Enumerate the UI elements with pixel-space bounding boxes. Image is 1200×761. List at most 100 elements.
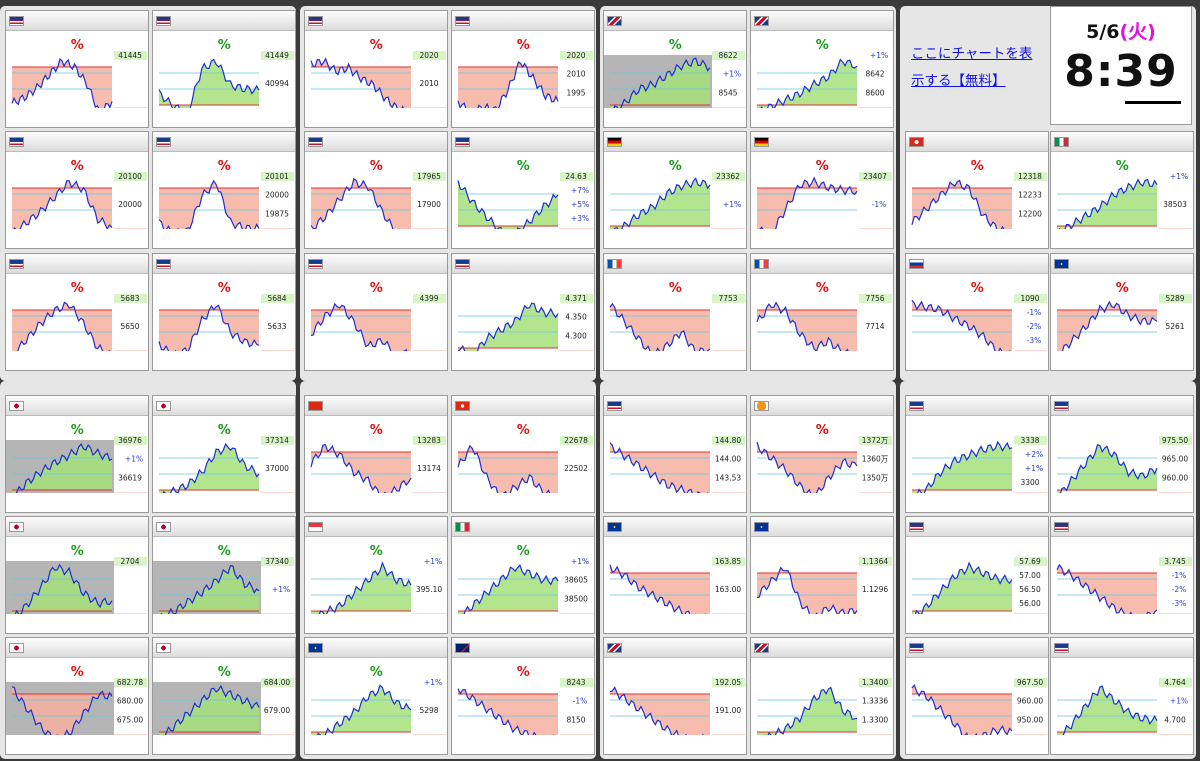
card-header[interactable] [305, 517, 447, 537]
card-header[interactable] [6, 132, 148, 152]
card-header[interactable] [751, 517, 893, 537]
card-header[interactable] [153, 132, 295, 152]
card-header[interactable] [305, 132, 447, 152]
card-header[interactable] [604, 132, 746, 152]
card-header[interactable] [604, 517, 746, 537]
card-header[interactable] [452, 517, 594, 537]
market-card[interactable]: 日経先物ラージ37340+1%36920% [152, 516, 296, 634]
card-header[interactable] [751, 396, 893, 416]
market-card[interactable]: S&P 500 CFD568456335600% [152, 253, 296, 371]
mini-chart[interactable]: 3.745-1%-2%-3%3.531 [1051, 537, 1193, 632]
market-card[interactable]: ロシアRTS指数1090-1%-2%-3%1050% [905, 253, 1049, 371]
card-header[interactable] [1051, 254, 1193, 274]
price-value [305, 229, 447, 248]
card-header[interactable] [1051, 396, 1193, 416]
market-card[interactable]: Standard&Poor's500568356505634% [5, 253, 149, 371]
free-chart-link[interactable]: ここにチャートを表示する【無料】 [911, 46, 1033, 89]
market-card[interactable]: sg30 CFD+1%395.10390.78% [304, 516, 448, 634]
change-area [159, 305, 259, 359]
card-header[interactable] [906, 517, 1048, 537]
card-header[interactable] [751, 11, 893, 31]
card-header[interactable] [153, 638, 295, 658]
market-card[interactable]: FTSE1008622+1%85458500% [603, 10, 747, 128]
market-card[interactable]: FTSE 100 CFD+1%864286008588% [750, 10, 894, 128]
market-card[interactable]: DERIVED N225373143700036892% [152, 395, 296, 513]
card-header[interactable] [604, 396, 746, 416]
market-card[interactable]: CAC 40 CFD77567714-1%% [750, 253, 894, 371]
market-card[interactable]: 24.63+7%+5%+3%22.81% [451, 131, 595, 249]
card-header[interactable] [604, 11, 746, 31]
card-header[interactable] [604, 638, 746, 658]
card-header[interactable] [751, 638, 893, 658]
card-header[interactable] [1051, 638, 1193, 658]
card-header[interactable] [906, 254, 1048, 274]
axis-label-bg [261, 322, 294, 331]
card-header[interactable] [452, 396, 594, 416]
market-card[interactable]: Weekend Dow4144940994-1%% [152, 10, 296, 128]
market-card[interactable]: ASX2008243-1%81508134% [451, 637, 595, 755]
market-card[interactable]: ニューヨークダウ4144541078% [5, 10, 149, 128]
card-header[interactable] [906, 638, 1048, 658]
market-card[interactable]: フィラデルフィア半導体指数43994351% [304, 253, 448, 371]
market-card[interactable]: Russell 2000 Index202020102000% [304, 10, 448, 128]
market-card[interactable]: 日経225平均36976+1%3661936500% [5, 395, 149, 513]
market-card[interactable]: CAC4077537713% [603, 253, 747, 371]
market-card[interactable]: ハンセン指数CFD2267822502-1%% [451, 395, 595, 513]
card-header[interactable] [153, 11, 295, 31]
card-header[interactable] [751, 254, 893, 274]
card-header[interactable] [6, 517, 148, 537]
card-header[interactable] [452, 638, 594, 658]
market-card[interactable]: FTSE MIB CFD+1%386053850038169% [451, 516, 595, 634]
market-card[interactable]: Europe 50 CFD+1%52985255% [304, 637, 448, 755]
market-card[interactable]: 10-Year Treasury Yield4.3714.3504.3004.2… [451, 253, 595, 371]
market-card[interactable]: TOPIX27042678% [5, 516, 149, 634]
mini-chart[interactable]: SMI123181223312200-1% [906, 152, 1048, 247]
card-header[interactable] [452, 254, 594, 274]
market-card[interactable]: ユーロ5052895261-1%% [1050, 253, 1194, 371]
market-card[interactable]: GBP/BTC/JPY1372万1360万1350万1344万% [750, 395, 894, 513]
ru-flag-icon [909, 258, 924, 269]
market-card[interactable]: ゴールドスポット3338+2%+1%33003241 [905, 395, 1049, 513]
card-header[interactable] [153, 517, 295, 537]
uk-flag-icon [607, 642, 622, 653]
card-header[interactable] [1051, 517, 1193, 537]
card-header[interactable] [604, 254, 746, 274]
market-card[interactable]: NASDAQ 100 CFD20101200001987519800% [152, 131, 296, 249]
market-card[interactable]: ナスダック100指数201002000019899% [5, 131, 149, 249]
card-header[interactable] [305, 638, 447, 658]
card-header[interactable] [6, 638, 148, 658]
card-header[interactable] [153, 396, 295, 416]
card-header[interactable] [6, 254, 148, 274]
card-header[interactable] [305, 254, 447, 274]
market-card[interactable]: DAX23362+1%23070% [603, 131, 747, 249]
card-header[interactable] [6, 396, 148, 416]
card-header[interactable] [906, 132, 1048, 152]
card-header[interactable] [305, 396, 447, 416]
card-header[interactable] [6, 11, 148, 31]
market-card[interactable]: Russell 2000 CFD2020201019952000% [451, 10, 595, 128]
market-card[interactable]: SMI123181223312200-1%% [905, 131, 1049, 249]
card-header[interactable] [305, 11, 447, 31]
card-header[interactable] [452, 11, 594, 31]
card-header[interactable] [452, 132, 594, 152]
market-card[interactable]: Weekend DAX23407-1%22998% [750, 131, 894, 249]
card-header[interactable] [751, 132, 893, 152]
market-card[interactable]: FTSE China A50 CFD132831317413100% [304, 395, 448, 513]
card-header[interactable] [1051, 132, 1193, 152]
market-card[interactable]: 3.745-1%-2%-3%3.531 [1050, 516, 1194, 634]
card-header[interactable] [153, 254, 295, 274]
market-card[interactable]: FTSE MIB+1%3850338164% [1050, 131, 1194, 249]
market-card[interactable]: NASDAQ総合179651790017792% [304, 131, 448, 249]
card-header[interactable] [906, 396, 1048, 416]
market-card[interactable]: Copper CFD4.764+1%4.7004.663 [1050, 637, 1194, 755]
